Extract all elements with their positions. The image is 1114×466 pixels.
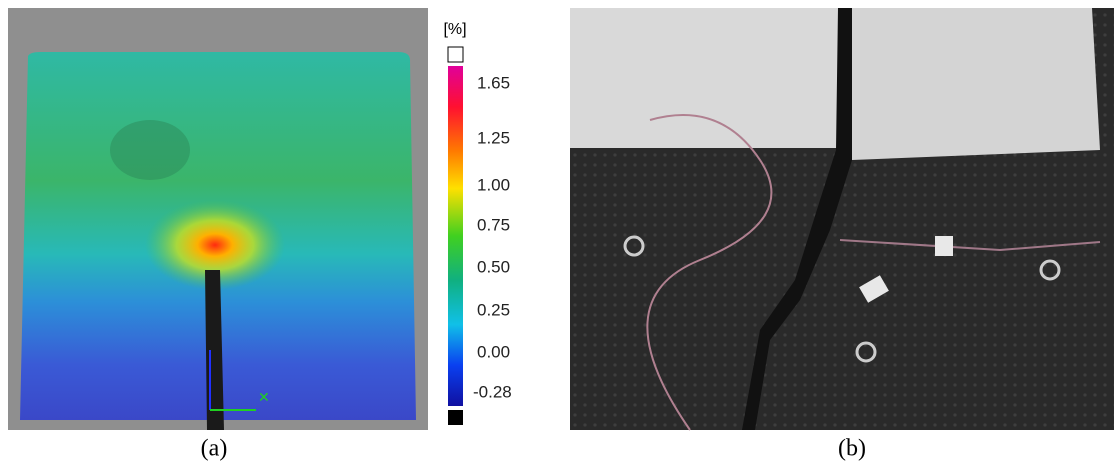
marker [623,235,645,257]
panel-b [570,8,1114,431]
colorbar-label: 1.25 [477,128,510,147]
over-box [447,46,464,63]
caption: (a) [201,436,228,462]
marker [855,341,877,363]
colorbar-label: 1.00 [477,175,510,194]
crack [742,8,852,430]
marker [1039,259,1061,281]
colorbar-unit: [%] [443,21,466,38]
colorbar: [%] 1.65 1.25 1.00 0.75 0.50 0.25 0.00 -… [443,21,512,425]
colorbar-label: -0.28 [473,382,512,401]
wire [839,239,1101,252]
upper-panel-right [852,8,1100,160]
colorbar-label: 0.00 [477,342,510,361]
colorbar-label: 1.65 [477,73,510,92]
caption: (b) [838,436,866,462]
under-box [448,410,463,425]
tape [859,275,889,303]
colorbar-label: 0.50 [477,257,510,276]
panel-a: ✕ [8,8,428,430]
axis-x-icon: ✕ [258,389,270,405]
wire [646,114,773,431]
colorbar-gradient [448,66,463,406]
field-patch [110,120,190,180]
colorbar-label: 0.75 [477,215,510,234]
upper-panel-left [570,8,838,148]
hotspot [145,200,285,290]
colorbar-label: 0.25 [477,300,510,319]
tape [935,236,953,256]
